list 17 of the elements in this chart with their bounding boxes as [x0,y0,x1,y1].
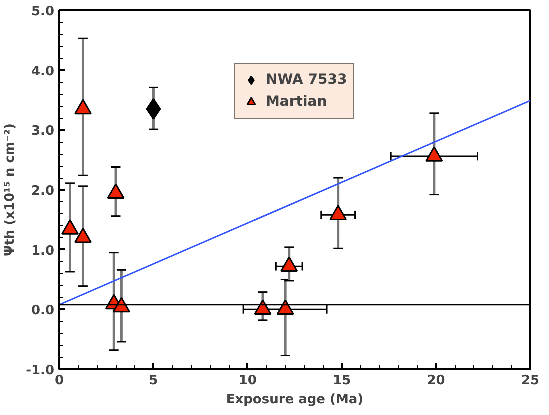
y-tick-label: 2.0 [31,184,54,199]
x-tick-label: 20 [427,374,446,388]
x-tick-label: 0 [54,374,64,388]
y-axis-title: Ψth (x10¹⁵ n cm⁻²) [3,124,18,256]
x-axis-title: Exposure age (Ma) [226,392,364,408]
x-tick-label: 25 [521,374,540,388]
x-tick-label: 15 [333,374,352,388]
y-tick-label: 5.0 [31,4,54,20]
y-tick-label: 3.0 [31,124,54,140]
y-tick-label: 0.0 [31,304,54,319]
y-tick-label: 4.0 [31,64,54,80]
x-tick-label: 10 [238,374,257,388]
y-tick-label: -1.0 [26,364,55,378]
y-tick-label: 1.0 [31,244,54,259]
legend-label: NWA 7533 [266,72,348,88]
x-tick-label: 5 [149,374,158,388]
legend-label: Martian [266,94,328,110]
